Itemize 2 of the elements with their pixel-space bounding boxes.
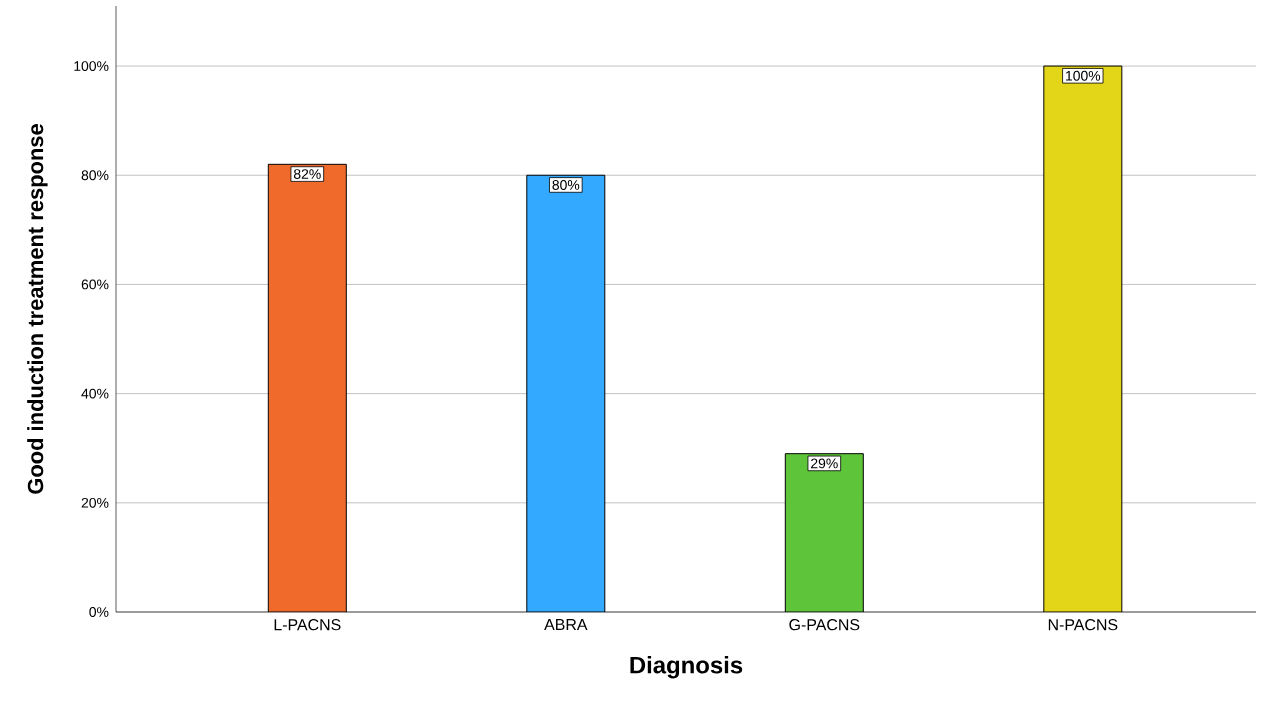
x-axis-title: Diagnosis	[630, 656, 743, 679]
y-axis-title: Good induction treatment response	[27, 124, 48, 494]
